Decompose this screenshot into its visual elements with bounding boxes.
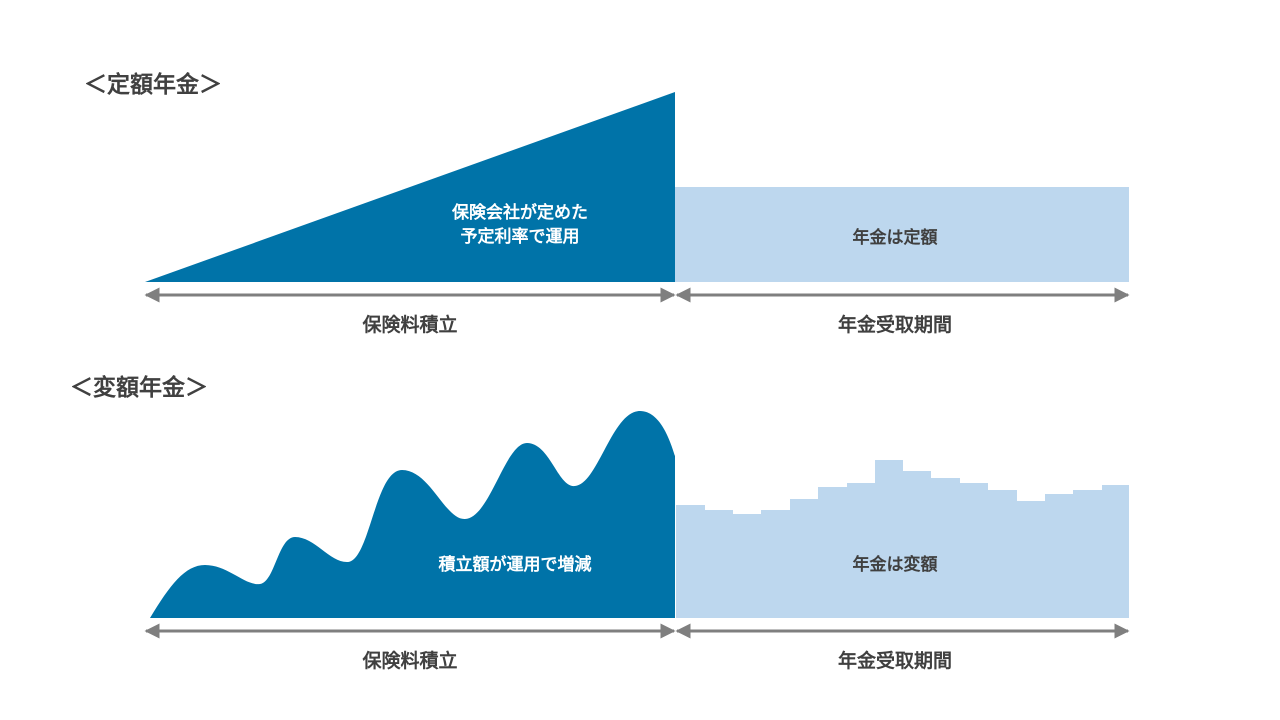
fixed-annuity-title: ＜定額年金＞ (84, 72, 222, 98)
fixed-accumulation-line1: 保険会社が定めた (452, 203, 588, 223)
variable-accumulation-text: 積立額が運用で増減 (438, 555, 592, 575)
variable-accumulation-wave (150, 411, 675, 618)
variable-period-payout: 年金受取期間 (837, 650, 952, 672)
variable-annuity-title: ＜変額年金＞ (70, 375, 208, 401)
fixed-payout-text: 年金は定額 (852, 228, 938, 248)
fixed-accumulation-text: 保険会社が定めた 予定利率で運用 (420, 201, 620, 249)
fixed-accumulation-triangle (145, 92, 675, 282)
fixed-period-payout: 年金受取期間 (837, 314, 952, 336)
variable-payout-text: 年金は変額 (852, 555, 938, 575)
variable-period-accumulation: 保険料積立 (362, 650, 458, 672)
variable-payout-steps (676, 460, 1129, 618)
fixed-payout-rect (675, 187, 1129, 282)
fixed-accumulation-line2: 予定利率で運用 (460, 227, 580, 247)
fixed-period-accumulation: 保険料積立 (362, 314, 458, 336)
